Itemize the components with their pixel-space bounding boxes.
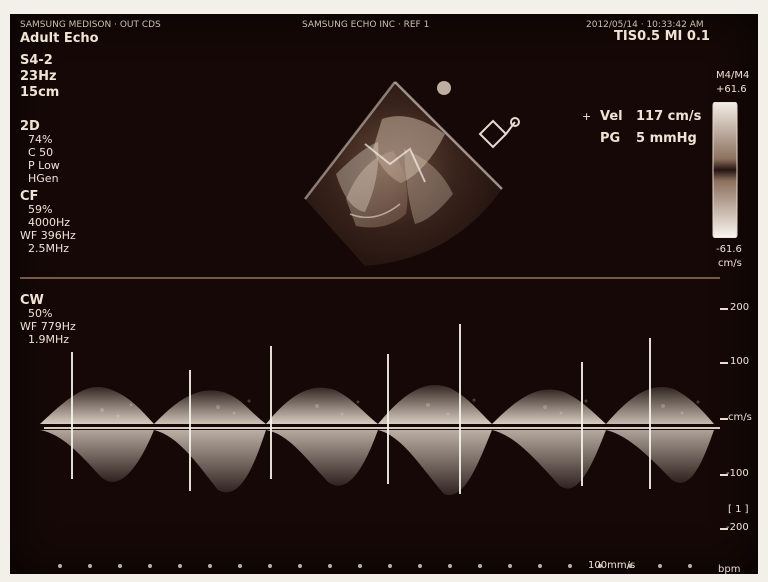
twod-param: P Low: [28, 159, 60, 172]
twod-param: 74%: [28, 133, 53, 146]
timing-markers: [50, 556, 710, 568]
cw-param: WF 779Hz: [20, 320, 76, 333]
sector-image: [270, 54, 520, 284]
sweep-speed: 100mm/s: [588, 560, 636, 571]
axis-tick-label: 100: [730, 356, 750, 367]
cf-param: WF 396Hz: [20, 229, 76, 242]
cf-param: 59%: [28, 203, 53, 216]
axis-tick-label: cm/s: [728, 412, 752, 423]
caliper-bullet: +: [582, 110, 592, 123]
vel-value: 117 cm/s: [636, 109, 702, 124]
header-datetime: 2012/05/14 · 10:33:42 AM: [586, 20, 704, 30]
header-left-text: SAMSUNG MEDISON · OUT CDS: [20, 20, 161, 30]
depth: 15cm: [20, 85, 60, 100]
axis-bottom-label: [ 1 ]: [728, 504, 749, 515]
color-scale-unit: cm/s: [718, 258, 742, 269]
velocity-axis: [710, 294, 758, 554]
ultrasound-screen: SAMSUNG MEDISON · OUT CDS SAMSUNG ECHO I…: [10, 14, 758, 574]
spectral-doppler-trace: [30, 304, 720, 544]
color-scale-top-label: M4/M4: [716, 70, 750, 81]
cw-param: 50%: [28, 307, 53, 320]
mode-divider: [20, 277, 720, 279]
twod-param: HGen: [28, 172, 59, 185]
cf-label: CF: [20, 189, 39, 204]
axis-tick-label: -200: [726, 522, 749, 533]
twod-label: 2D: [20, 119, 40, 134]
pg-label: PG: [600, 131, 621, 146]
axis-tick-label: 200: [730, 302, 750, 313]
cf-param: 4000Hz: [28, 216, 71, 229]
bpm-label: bpm: [718, 564, 741, 574]
vel-label: Vel: [600, 109, 623, 124]
mode-title: Adult Echo: [20, 31, 99, 46]
frame-rate: 23Hz: [20, 69, 57, 84]
color-scale-bar: [710, 101, 742, 239]
cw-label: CW: [20, 293, 44, 308]
color-scale-bottom-value: -61.6: [716, 244, 742, 255]
header-bar: SAMSUNG MEDISON · OUT CDS SAMSUNG ECHO I…: [10, 16, 758, 36]
twod-param: C 50: [28, 146, 54, 159]
doppler-baseline: [44, 427, 720, 429]
pg-value: 5 mmHg: [636, 131, 697, 146]
caliper-cursor-icon: [478, 117, 520, 149]
cf-param: 2.5MHz: [28, 242, 70, 255]
cw-param: 1.9MHz: [28, 333, 70, 346]
probe-name: S4-2: [20, 53, 53, 68]
probe-orientation-marker-icon: [437, 81, 451, 95]
axis-tick-label: -100: [726, 468, 749, 479]
header-center-text: SAMSUNG ECHO INC · REF 1: [302, 20, 430, 30]
tis-mi-readout: TIS0.5 MI 0.1: [614, 29, 710, 44]
color-scale-top-value: +61.6: [716, 84, 747, 95]
